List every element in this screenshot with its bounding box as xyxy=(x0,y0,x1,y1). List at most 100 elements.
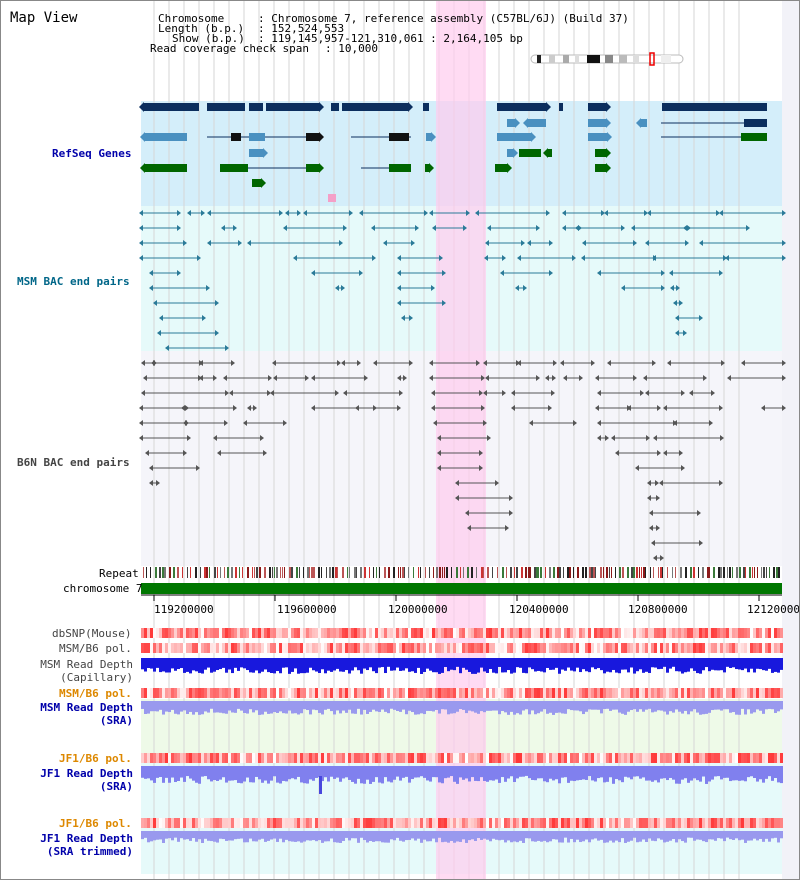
heat-cell xyxy=(333,628,336,638)
heat-cell xyxy=(228,643,231,653)
heat-cell xyxy=(162,688,165,698)
repeat-mark xyxy=(252,567,253,578)
heat-cell xyxy=(456,688,459,698)
depth-bar xyxy=(261,831,264,839)
refseq-gene xyxy=(266,103,319,111)
heat-cell xyxy=(507,688,510,698)
repeat-mark xyxy=(220,567,221,578)
bac-end-marker xyxy=(681,465,685,471)
depth-bar xyxy=(186,766,189,777)
depth-bar xyxy=(435,701,438,710)
heat-cell xyxy=(468,688,471,698)
depth-bar xyxy=(447,831,450,843)
depth-bar xyxy=(627,766,630,778)
heat-cell xyxy=(711,753,714,763)
heat-cell xyxy=(483,818,486,828)
depth-bar xyxy=(585,766,588,780)
depth-bar xyxy=(456,831,459,842)
depth-bar xyxy=(231,831,234,841)
depth-bar xyxy=(474,658,477,674)
heat-cell xyxy=(639,753,642,763)
depth-bar xyxy=(372,658,375,672)
bac-end-marker xyxy=(463,225,467,231)
heat-cell xyxy=(171,688,174,698)
heat-cell xyxy=(558,753,561,763)
depth-bar xyxy=(420,701,423,714)
heat-cell xyxy=(279,628,282,638)
depth-bar xyxy=(453,766,456,782)
heat-cell xyxy=(723,643,726,653)
depth-bar xyxy=(309,831,312,841)
depth-bar xyxy=(765,831,768,839)
heat-cell xyxy=(144,753,147,763)
heat-cell xyxy=(738,753,741,763)
bac-end-marker xyxy=(439,255,443,261)
bac-end-marker xyxy=(643,375,647,381)
depth-bar xyxy=(273,701,276,713)
depth-bar xyxy=(252,658,255,673)
heat-cell xyxy=(660,628,663,638)
depth-bar xyxy=(285,766,288,782)
depth-bar xyxy=(468,766,471,782)
gene-strand-arrow xyxy=(408,102,413,112)
heat-cell xyxy=(750,643,753,653)
heat-cell xyxy=(522,753,525,763)
heat-cell xyxy=(555,628,558,638)
depth-bar xyxy=(441,831,444,843)
b6n-bac-label: B6N BAC end pairs xyxy=(17,456,130,469)
repeat-mark xyxy=(169,567,171,578)
heat-cell xyxy=(630,643,633,653)
heat-cell xyxy=(714,753,717,763)
heat-cell xyxy=(297,628,300,638)
bac-end-marker xyxy=(411,240,415,246)
heat-cell xyxy=(474,753,477,763)
heat-cell xyxy=(609,643,612,653)
depth-bar xyxy=(651,658,654,668)
repeat-mark xyxy=(559,567,561,578)
depth-bar xyxy=(450,766,453,777)
heat-cell xyxy=(648,753,651,763)
bac-end-marker xyxy=(455,495,459,501)
heat-cell xyxy=(690,753,693,763)
repeat-mark xyxy=(313,567,315,578)
depth-bar xyxy=(210,766,213,782)
heat-cell xyxy=(201,818,204,828)
repeat-mark xyxy=(425,567,426,578)
heat-cell xyxy=(225,818,228,828)
heat-cell xyxy=(465,688,468,698)
depth-bar xyxy=(243,658,246,669)
bac-end-marker xyxy=(424,210,428,216)
heat-cell xyxy=(573,818,576,828)
depth-bar xyxy=(519,831,522,841)
depth-bar xyxy=(438,701,441,714)
heat-cell xyxy=(306,688,309,698)
ideogram-band xyxy=(661,55,671,63)
heat-cell xyxy=(627,643,630,653)
heat-cell xyxy=(735,688,738,698)
depth-bar xyxy=(426,831,429,842)
heat-cell xyxy=(645,688,648,698)
heat-cell xyxy=(528,628,531,638)
depth-bar xyxy=(594,701,597,710)
repeat-mark xyxy=(763,567,765,578)
depth-bar xyxy=(426,701,429,711)
heat-cell xyxy=(252,643,255,653)
repeat-mark xyxy=(444,567,445,578)
depth-bar xyxy=(465,658,468,670)
depth-bar xyxy=(342,766,345,779)
heat-cell xyxy=(480,753,483,763)
heat-cell xyxy=(759,643,762,653)
heat-cell xyxy=(186,688,189,698)
heat-cell xyxy=(246,628,249,638)
jf1-depth-trim-sub: (SRA trimmed) xyxy=(46,845,133,858)
heat-cell xyxy=(492,818,495,828)
depth-bar xyxy=(270,831,273,840)
depth-bar xyxy=(147,658,150,669)
heat-cell xyxy=(243,688,246,698)
heat-cell xyxy=(288,628,291,638)
depth-bar xyxy=(183,701,186,711)
depth-bar xyxy=(714,701,717,710)
refseq-gene xyxy=(389,133,409,141)
heat-cell xyxy=(198,643,201,653)
heat-cell xyxy=(372,643,375,653)
